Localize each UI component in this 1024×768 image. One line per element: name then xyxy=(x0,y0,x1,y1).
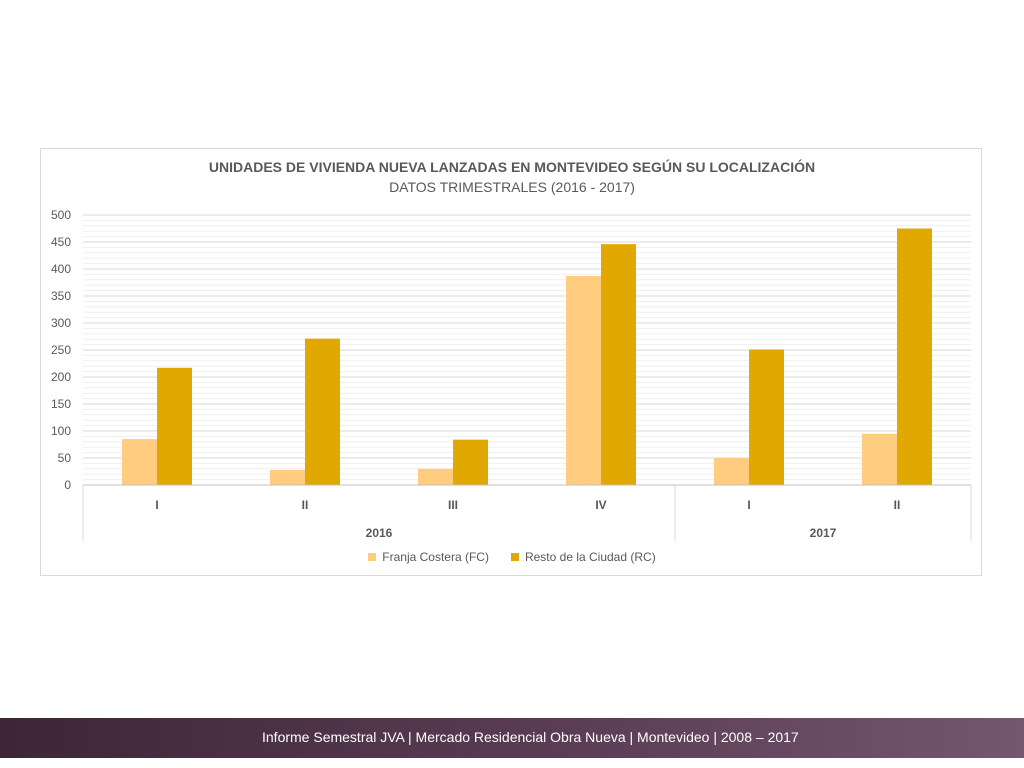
bar-rc xyxy=(453,439,488,485)
bar-fc xyxy=(862,433,897,485)
x-tick-label: II xyxy=(894,498,901,512)
x-tick-label: I xyxy=(155,498,158,512)
x-tick-label: I xyxy=(747,498,750,512)
y-tick-label: 0 xyxy=(64,478,71,492)
bar-rc xyxy=(897,228,932,485)
bar-fc xyxy=(270,469,305,485)
footer-bar: Informe Semestral JVA | Mercado Residenc… xyxy=(0,718,1024,758)
bar-fc xyxy=(418,468,453,485)
bar-fc xyxy=(122,439,157,485)
x-group-label: 2017 xyxy=(810,526,837,540)
bar-rc xyxy=(157,367,192,485)
legend-item-fc: Franja Costera (FC) xyxy=(368,550,489,564)
x-tick-label: IV xyxy=(595,498,606,512)
legend-item-rc: Resto de la Ciudad (RC) xyxy=(510,550,656,564)
y-tick-label: 50 xyxy=(58,451,72,465)
y-tick-label: 400 xyxy=(51,262,71,276)
y-tick-label: 200 xyxy=(51,370,71,384)
y-tick-label: 450 xyxy=(51,235,71,249)
legend-label-fc: Franja Costera (FC) xyxy=(382,550,489,564)
y-tick-label: 250 xyxy=(51,343,71,357)
bar-rc xyxy=(749,349,784,485)
y-tick-label: 350 xyxy=(51,289,71,303)
chart-legend: Franja Costera (FC) Resto de la Ciudad (… xyxy=(41,550,983,564)
y-tick-label: 300 xyxy=(51,316,71,330)
chart-title: UNIDADES DE VIVIENDA NUEVA LANZADAS EN M… xyxy=(208,159,816,175)
legend-swatch-fc xyxy=(368,553,377,561)
bar-rc xyxy=(601,244,636,485)
legend-label-rc: Resto de la Ciudad (RC) xyxy=(524,550,656,564)
y-tick-label: 500 xyxy=(51,208,71,222)
bar-fc xyxy=(566,276,601,485)
y-tick-label: 100 xyxy=(51,424,71,438)
footer-text: Informe Semestral JVA | Mercado Residenc… xyxy=(262,729,799,745)
y-tick-label: 150 xyxy=(51,397,71,411)
x-tick-label: II xyxy=(302,498,309,512)
chart-container: UNIDADES DE VIVIENDA NUEVA LANZADAS EN M… xyxy=(40,148,982,576)
chart-subtitle: DATOS TRIMESTRALES (2016 - 2017) xyxy=(389,179,635,195)
bar-rc xyxy=(305,338,340,485)
legend-swatch-rc xyxy=(510,553,519,561)
x-group-label: 2016 xyxy=(366,526,393,540)
bar-fc xyxy=(714,458,749,485)
x-tick-label: III xyxy=(448,498,458,512)
